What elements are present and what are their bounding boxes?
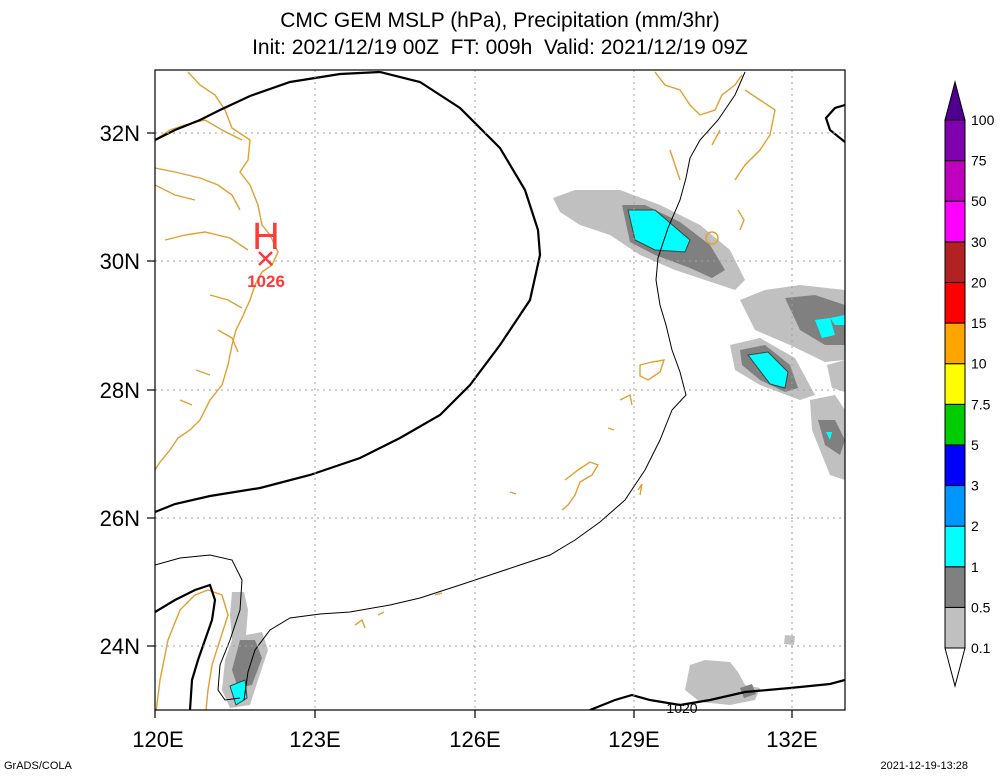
colorbar-label: 10 [971,356,987,372]
y-tick-label: 28N [100,378,140,403]
chart-subtitle: Init: 2021/12/19 00Z FT: 009h Valid: 202… [252,36,748,59]
colorbar-box [944,160,966,202]
y-tick-label: 24N [100,634,140,659]
boundary-line [155,71,746,701]
y-tick-label: 32N [100,121,140,146]
x-tick-label: 129E [608,727,659,752]
x-tick-label: 126E [449,727,500,752]
isobars [155,70,845,710]
plot-area [155,70,845,710]
footer-timestamp: 2021-12-19-13:28 [880,760,968,772]
colorbar-box [944,241,966,283]
colorbar-label: 75 [971,153,987,169]
colorbar-box [944,403,966,446]
x-tick-label: 120E [132,727,183,752]
footer-credit: GrADS/COLA [4,760,72,772]
colorbar-label: 20 [971,274,987,290]
colorbar-label: 50 [971,193,987,209]
colorbar-top-arrow [944,80,966,121]
colorbar-label: 0.5 [971,599,991,615]
colorbar-label: 7.5 [971,396,991,412]
high-pressure-symbol: H [252,216,279,258]
colorbar-label: 2 [971,518,979,534]
colorbar-box [944,606,966,649]
colorbar-box [944,363,966,405]
colorbar-box [944,485,966,527]
coastlines [155,71,776,710]
colorbar-label: 1 [971,559,979,575]
colorbar-label: 15 [971,315,987,331]
colorbar-box [944,566,966,608]
high-pressure-value: 1026 [247,272,285,291]
colorbar-box [944,525,966,568]
x-marker-icon [258,251,273,266]
isobar-label: 1020 [666,700,697,716]
y-tick-label: 30N [100,249,140,274]
y-tick-label: 26N [100,506,140,531]
colorbar-box [944,281,966,324]
colorbar-box [944,322,966,365]
chart-title: CMC GEM MSLP (hPa), Precipitation (mm/3h… [280,9,720,32]
precipitation-colorbar: 0.1 0.5 1 2 3 5 7.5 10 15 20 30 50 75 100 [944,80,995,688]
x-tick-label: 123E [289,727,340,752]
colorbar-box [944,444,966,487]
x-tick-label: 132E [766,727,817,752]
colorbar-box [944,200,966,243]
colorbar-label: 30 [971,234,987,250]
precipitation-shading [222,190,845,708]
axis-ticks [147,132,793,718]
lat-lon-grid [155,70,845,710]
colorbar-label: 100 [971,112,995,128]
high-pressure-center: H 1026 [247,216,285,291]
colorbar-box [944,119,966,162]
colorbar-label: 5 [971,437,979,453]
colorbar-bottom-arrow [944,647,966,688]
colorbar-label: 0.1 [971,640,991,656]
colorbar-label: 3 [971,478,979,494]
